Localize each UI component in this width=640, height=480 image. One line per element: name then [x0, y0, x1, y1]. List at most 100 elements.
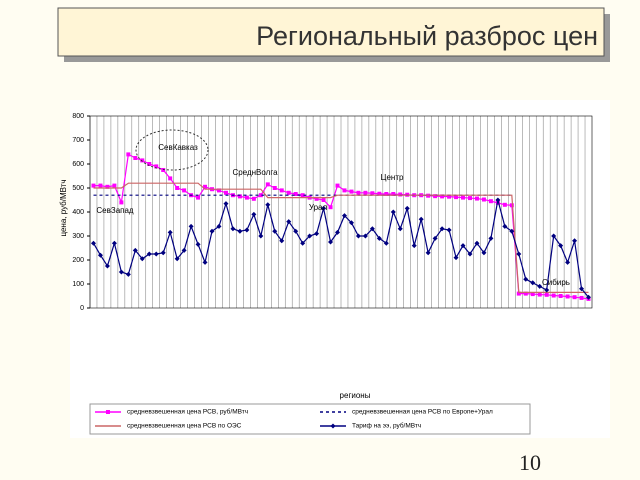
point-marker: [279, 238, 285, 244]
point-marker: [523, 276, 529, 282]
point-marker: [307, 233, 313, 239]
point-marker: [355, 233, 361, 239]
point-marker: [174, 256, 180, 262]
annotation: СевКавказ: [158, 143, 198, 152]
point-marker: [153, 251, 159, 257]
point-marker: [447, 194, 452, 199]
point-marker: [300, 193, 305, 198]
y-tick-label: 300: [72, 233, 84, 240]
point-marker: [572, 295, 577, 300]
point-marker: [537, 292, 542, 297]
point-marker: [147, 162, 152, 166]
point-marker: [530, 280, 536, 286]
point-marker: [509, 228, 515, 234]
point-marker: [579, 286, 585, 292]
point-marker: [384, 192, 389, 196]
point-marker: [433, 194, 438, 199]
point-marker: [328, 239, 334, 245]
point-marker: [544, 292, 549, 297]
point-marker: [523, 291, 528, 296]
point-marker: [139, 256, 145, 262]
point-marker: [488, 235, 494, 241]
point-marker: [119, 200, 124, 205]
point-marker: [160, 250, 166, 256]
point-marker: [104, 263, 110, 269]
point-marker: [258, 233, 264, 239]
title-box: [57, 7, 605, 57]
point-marker: [544, 287, 550, 293]
point-marker: [202, 259, 208, 265]
y-axis-label: цена, руб/МВтч: [59, 179, 68, 236]
point-marker: [265, 182, 270, 187]
point-marker: [125, 271, 131, 277]
point-marker: [356, 190, 361, 195]
y-tick-label: 100: [72, 281, 84, 288]
annotation: Сибирь: [542, 278, 570, 287]
point-marker: [460, 243, 466, 249]
point-marker: [391, 192, 396, 196]
point-marker: [404, 205, 410, 211]
annotation: СевЗапад: [96, 206, 134, 215]
point-marker: [474, 240, 480, 246]
point-marker: [244, 195, 249, 200]
series-line: [93, 182, 589, 293]
point-marker: [321, 198, 326, 202]
x-axis-label: регионы: [340, 391, 371, 400]
point-marker: [251, 196, 256, 201]
point-marker: [293, 192, 298, 196]
point-marker: [342, 188, 347, 193]
point-marker: [203, 184, 208, 189]
point-marker: [579, 295, 584, 300]
point-marker: [363, 190, 368, 195]
point-marker: [439, 226, 445, 232]
point-marker: [111, 240, 117, 246]
point-marker: [349, 189, 354, 194]
highlight-ellipse: [135, 129, 209, 171]
point-marker: [195, 241, 201, 247]
point-marker: [237, 228, 243, 234]
point-marker: [586, 294, 592, 300]
point-marker: [377, 191, 382, 196]
point-marker: [251, 211, 257, 217]
legend-marker: [106, 410, 110, 414]
point-marker: [481, 197, 486, 202]
point-marker: [91, 183, 96, 188]
point-marker: [98, 183, 103, 188]
point-marker: [188, 223, 194, 229]
point-marker: [181, 247, 187, 253]
point-marker: [223, 201, 229, 207]
point-marker: [461, 195, 466, 200]
point-marker: [209, 228, 215, 234]
point-marker: [105, 184, 110, 189]
point-marker: [175, 186, 180, 190]
point-marker: [502, 223, 508, 229]
plot-frame: [89, 115, 593, 309]
point-marker: [168, 176, 173, 181]
point-marker: [237, 194, 242, 199]
point-marker: [132, 247, 138, 253]
point-marker: [565, 294, 570, 299]
point-marker: [411, 243, 417, 249]
legend-marker: [330, 423, 336, 429]
point-marker: [474, 196, 479, 201]
annotation: СреднВолга: [232, 168, 278, 177]
legend-label: Тариф на ээ, руб/МВтч: [352, 422, 421, 430]
point-marker: [425, 250, 431, 256]
annotation: Центр: [381, 173, 404, 182]
point-marker: [341, 213, 347, 219]
point-marker: [272, 228, 278, 234]
y-tick-label: 700: [72, 137, 84, 144]
point-marker: [481, 250, 487, 256]
point-marker: [502, 202, 507, 207]
point-marker: [335, 229, 341, 235]
point-marker: [516, 291, 521, 296]
point-marker: [537, 283, 543, 289]
point-marker: [335, 183, 340, 188]
point-marker: [321, 205, 327, 211]
point-marker: [390, 209, 396, 215]
point-marker: [167, 229, 173, 235]
y-tick-label: 600: [72, 161, 84, 168]
point-marker: [488, 199, 493, 204]
point-marker: [286, 219, 292, 225]
